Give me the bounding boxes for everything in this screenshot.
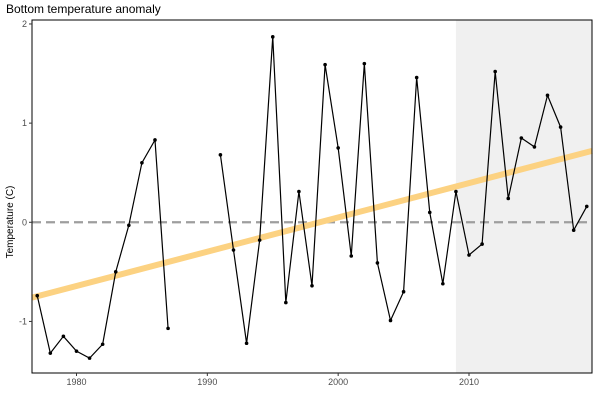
data-point	[48, 351, 53, 355]
data-point	[323, 62, 327, 67]
data-point	[349, 254, 354, 258]
chart-title: Bottom temperature anomaly	[6, 2, 161, 16]
data-point	[506, 196, 511, 201]
data-point	[467, 253, 471, 257]
data-point	[493, 69, 497, 74]
data-point	[414, 75, 419, 80]
data-point	[427, 210, 432, 215]
data-point	[571, 228, 576, 233]
data-point	[140, 160, 144, 165]
data-point	[375, 261, 380, 265]
y-axis-title: Temperature (C)	[5, 186, 16, 259]
data-point	[87, 356, 92, 360]
x-tick-label: 2010	[459, 377, 479, 387]
data-point	[153, 138, 157, 142]
plot-panel-border	[31, 19, 593, 374]
data-point	[244, 341, 249, 346]
highlight-period-band	[455, 20, 592, 373]
data-point	[584, 204, 589, 209]
data-point	[127, 223, 131, 228]
data-point	[545, 93, 550, 98]
data-point	[113, 270, 118, 274]
data-point	[558, 125, 563, 129]
data-point	[297, 189, 301, 194]
x-tick-label: 1990	[197, 377, 217, 387]
x-tick-label: 1980	[66, 377, 86, 387]
data-point	[388, 318, 393, 323]
data-point	[257, 238, 262, 242]
y-tick-label: -1	[19, 316, 27, 326]
data-point	[336, 146, 340, 150]
y-tick-label: 2	[22, 19, 27, 29]
y-tick-label: 1	[22, 118, 27, 128]
data-point	[441, 281, 445, 286]
y-tick-label: 0	[22, 217, 27, 227]
data-point	[310, 283, 314, 288]
data-point	[35, 293, 40, 298]
data-point	[454, 189, 458, 194]
data-point	[231, 248, 236, 252]
data-point	[166, 326, 170, 331]
data-point	[401, 289, 406, 294]
data-point	[100, 342, 105, 347]
data-point	[218, 153, 223, 157]
data-point	[61, 334, 66, 339]
x-tick-label: 2000	[328, 377, 348, 387]
data-point	[519, 136, 524, 140]
data-point	[284, 300, 288, 305]
data-point	[74, 349, 79, 353]
trend-line	[31, 147, 593, 301]
data-point	[270, 35, 275, 39]
data-point	[480, 242, 484, 246]
data-point	[362, 61, 367, 66]
data-point	[532, 145, 537, 149]
series-line-segment	[36, 137, 169, 359]
